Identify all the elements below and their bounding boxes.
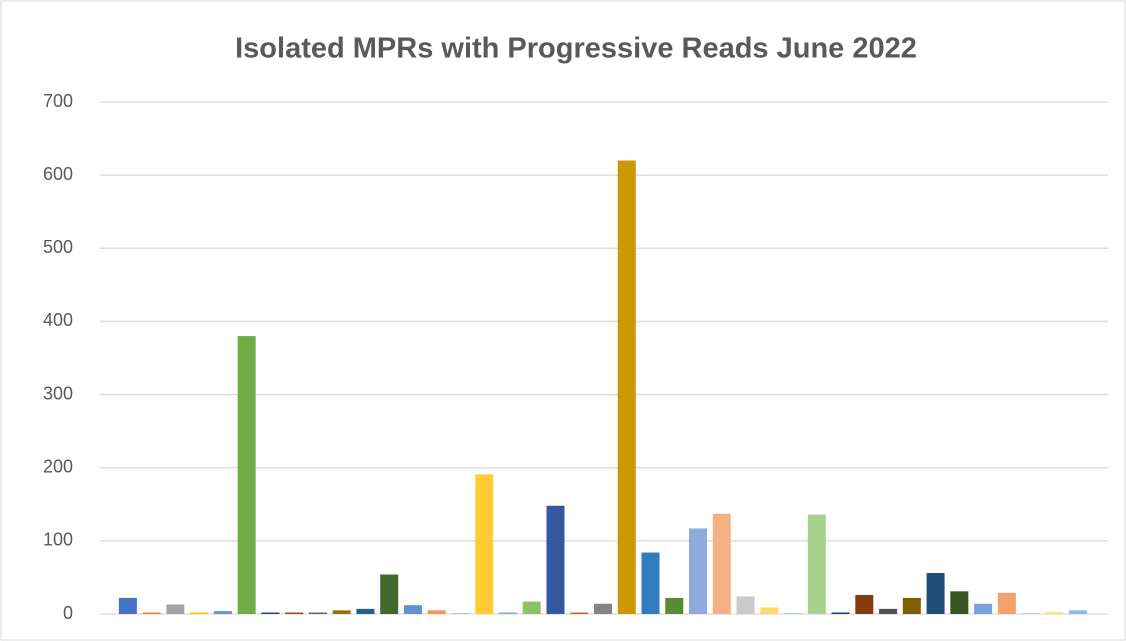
bar: [641, 552, 660, 614]
bar: [380, 574, 399, 614]
bar: [617, 160, 636, 614]
bar: [190, 612, 209, 614]
bar: [451, 613, 470, 614]
bar: [807, 514, 826, 614]
bar: [784, 613, 803, 614]
bar: [332, 610, 351, 614]
y-tick-label: 600: [43, 164, 73, 184]
bar: [1021, 613, 1040, 614]
bar: [427, 610, 446, 614]
bar: [736, 596, 755, 614]
y-tick-label: 100: [43, 530, 73, 550]
bar: [997, 592, 1016, 614]
bar: [950, 591, 969, 614]
y-tick-label: 700: [43, 91, 73, 111]
bar: [760, 607, 779, 614]
bar: [213, 611, 232, 614]
bar: [926, 573, 945, 614]
bar: [594, 603, 612, 614]
bar: [475, 474, 494, 614]
bar: [831, 612, 850, 614]
bar: [285, 612, 304, 614]
bar: [142, 612, 161, 614]
bar: [712, 513, 731, 614]
bar: [308, 612, 327, 614]
bar: [498, 612, 517, 614]
bar: [855, 594, 874, 614]
y-tick-label: 300: [43, 383, 73, 403]
bar: [974, 603, 993, 614]
y-tick-label: 200: [43, 456, 73, 476]
y-tick-label: 0: [63, 603, 73, 623]
bar: [261, 612, 280, 614]
bar: [879, 608, 898, 614]
y-tick-label: 400: [43, 310, 73, 330]
bar: [356, 608, 375, 614]
chart-title: Isolated MPRs with Progressive Reads Jun…: [235, 33, 917, 65]
bar: [546, 505, 565, 614]
bar: [1069, 610, 1088, 614]
bar: [570, 612, 589, 614]
bar: [118, 597, 137, 614]
bar: [1045, 611, 1064, 614]
bar: [665, 597, 684, 614]
bar: [522, 601, 541, 614]
bar: [166, 604, 185, 614]
bar: [902, 597, 921, 614]
y-tick-label: 500: [43, 237, 73, 257]
bar: [237, 336, 256, 614]
bar: [689, 528, 708, 614]
bar: [403, 605, 422, 614]
